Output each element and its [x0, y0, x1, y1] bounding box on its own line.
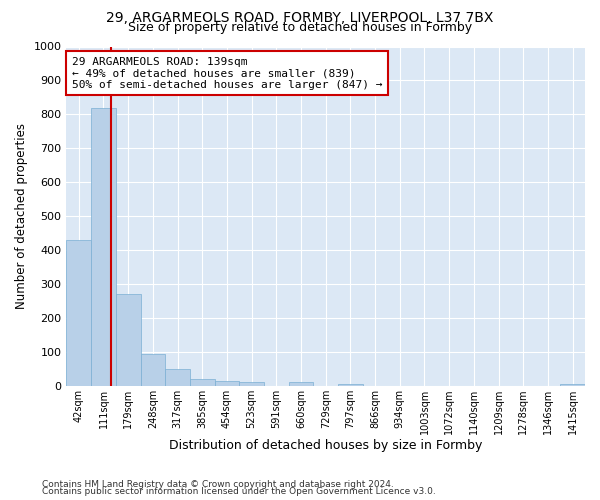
Bar: [338, 384, 363, 386]
Bar: [67, 240, 91, 386]
Text: Contains public sector information licensed under the Open Government Licence v3: Contains public sector information licen…: [42, 487, 436, 496]
Text: Size of property relative to detached houses in Formby: Size of property relative to detached ho…: [128, 21, 472, 34]
Bar: [140, 354, 165, 386]
Bar: [190, 379, 215, 386]
Text: 29, ARGARMEOLS ROAD, FORMBY, LIVERPOOL, L37 7BX: 29, ARGARMEOLS ROAD, FORMBY, LIVERPOOL, …: [106, 12, 494, 26]
Bar: [165, 370, 190, 386]
Bar: [91, 108, 116, 386]
Bar: [560, 384, 585, 386]
Text: Contains HM Land Registry data © Crown copyright and database right 2024.: Contains HM Land Registry data © Crown c…: [42, 480, 394, 489]
Y-axis label: Number of detached properties: Number of detached properties: [15, 123, 28, 309]
Text: 29 ARGARMEOLS ROAD: 139sqm
← 49% of detached houses are smaller (839)
50% of sem: 29 ARGARMEOLS ROAD: 139sqm ← 49% of deta…: [71, 56, 382, 90]
Bar: [215, 380, 239, 386]
Bar: [289, 382, 313, 386]
Bar: [239, 382, 264, 386]
Bar: [116, 294, 140, 386]
X-axis label: Distribution of detached houses by size in Formby: Distribution of detached houses by size …: [169, 440, 482, 452]
